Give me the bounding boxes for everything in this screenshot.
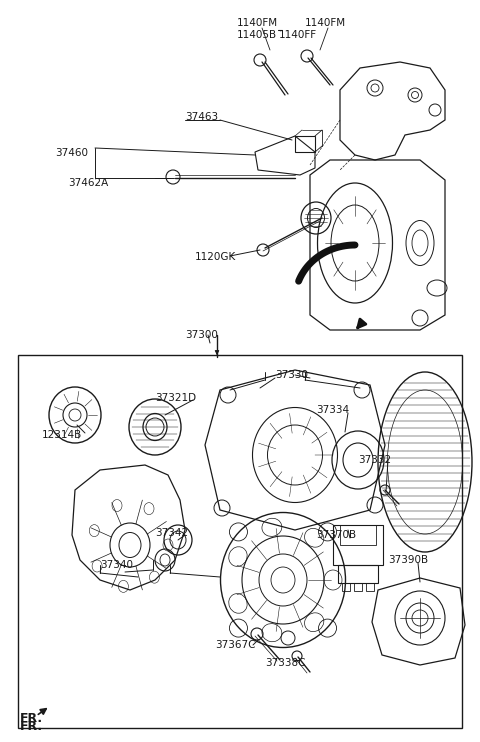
Circle shape: [63, 403, 87, 427]
Text: FR.: FR.: [20, 712, 43, 724]
Text: 1140FM: 1140FM: [237, 18, 278, 28]
Text: 1120GK: 1120GK: [195, 252, 236, 262]
Text: 37390B: 37390B: [388, 555, 428, 565]
Text: 1140FM: 1140FM: [305, 18, 346, 28]
Text: 37340: 37340: [100, 560, 133, 570]
Bar: [18, 355, 462, 728]
Text: 37321D: 37321D: [155, 393, 196, 403]
Text: 37462A: 37462A: [68, 178, 108, 188]
Text: 12314B: 12314B: [42, 430, 82, 440]
Bar: [295, 136, 315, 152]
Text: 37370B: 37370B: [316, 530, 356, 540]
Text: 37338C: 37338C: [265, 658, 305, 668]
Text: 37460: 37460: [55, 148, 88, 158]
Text: 1140FF: 1140FF: [279, 30, 317, 40]
Bar: [342, 583, 350, 591]
Bar: [338, 565, 378, 583]
Bar: [333, 525, 383, 565]
Bar: [366, 583, 374, 591]
Text: 37300: 37300: [185, 330, 218, 340]
Text: 11405B: 11405B: [237, 30, 277, 40]
Text: 37367C: 37367C: [215, 640, 255, 650]
Text: 37342: 37342: [155, 528, 188, 538]
Text: 37330: 37330: [275, 370, 308, 380]
Text: FR.: FR.: [20, 720, 43, 733]
Bar: [340, 525, 376, 545]
Text: 37332: 37332: [358, 455, 391, 465]
Text: 37463: 37463: [185, 112, 218, 122]
Text: 37334: 37334: [316, 405, 349, 415]
Bar: [354, 583, 362, 591]
